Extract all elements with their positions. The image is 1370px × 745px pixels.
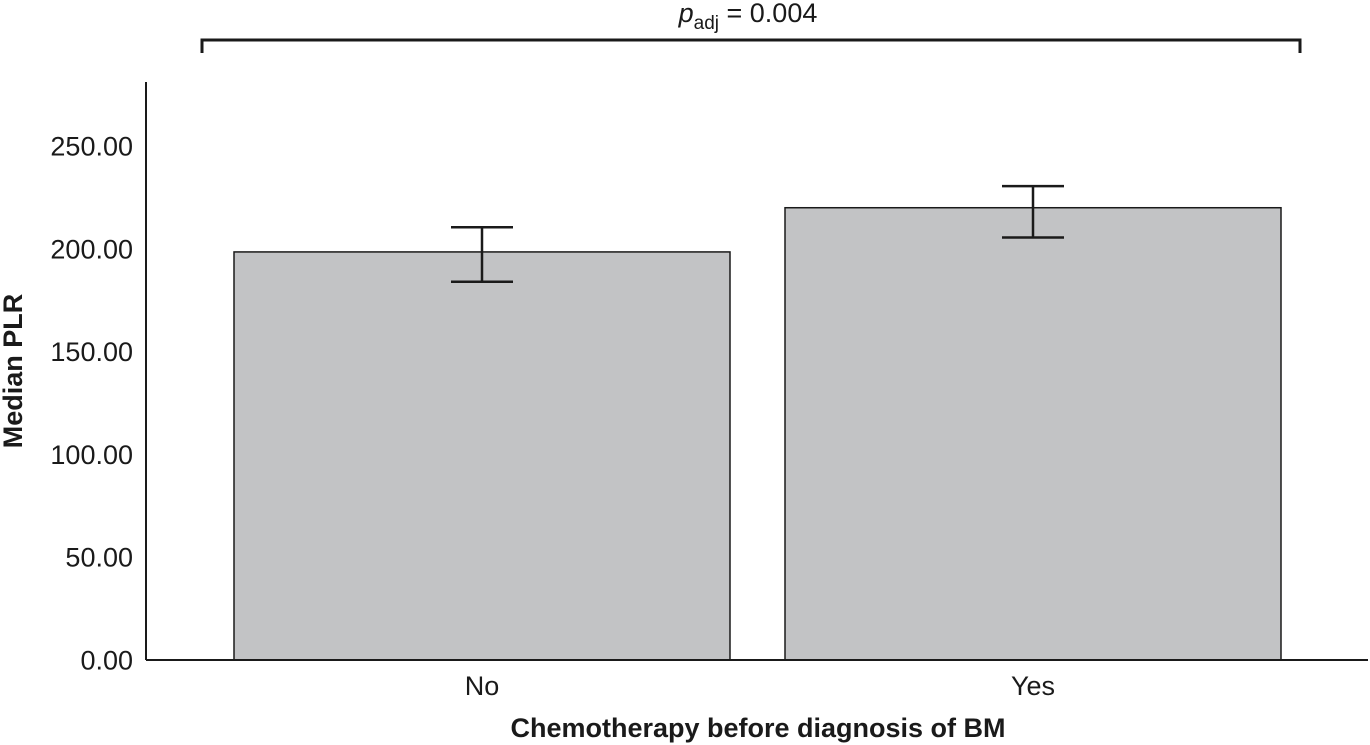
y-tick-label: 150.00 (50, 337, 133, 367)
bars-layer (233, 206, 1282, 661)
y-tick-label: 0.00 (80, 646, 133, 676)
bar-yes (784, 206, 1282, 661)
y-ticks-layer: 0.00 50.00 100.00 150.00 200.00 250.00 (50, 132, 133, 676)
x-ticks-layer: No Yes (465, 671, 1055, 701)
y-tick-label: 250.00 (50, 132, 133, 162)
y-tick-label: 100.00 (50, 440, 133, 470)
p-subscript: adj (694, 13, 719, 34)
p-value: = 0.004 (719, 0, 817, 28)
significance-label: padj = 0.004 (678, 0, 818, 34)
x-tick-label-no: No (465, 671, 500, 701)
x-tick-label-yes: Yes (1011, 671, 1055, 701)
y-tick-label: 50.00 (65, 543, 133, 573)
x-axis-title: Chemotherapy before diagnosis of BM (510, 713, 1005, 743)
significance-annotation: padj = 0.004 (200, 0, 1302, 53)
axes-layer (145, 82, 1368, 661)
bar-no (233, 251, 731, 661)
y-axis-title: Median PLR (0, 294, 28, 449)
error-bar-yes (1002, 184, 1064, 239)
p-symbol: p (678, 0, 694, 28)
error-bars-layer (451, 184, 1064, 283)
error-bar-no (451, 226, 513, 283)
significance-bracket (200, 38, 1302, 53)
y-tick-label: 200.00 (50, 234, 133, 264)
